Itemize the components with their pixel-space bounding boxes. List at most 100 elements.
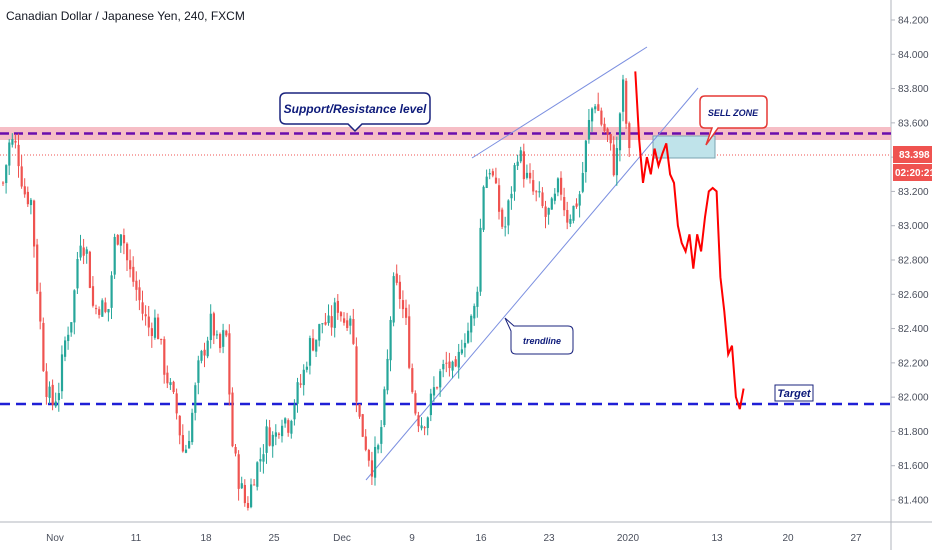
- target-callout[interactable]: Target: [774, 384, 814, 402]
- candle-body: [290, 420, 293, 434]
- candle-body: [374, 446, 377, 478]
- candle-body: [110, 275, 113, 308]
- candle-body: [535, 191, 538, 193]
- candle-body: [203, 349, 206, 356]
- candle-body: [231, 392, 234, 447]
- candle-body: [45, 371, 48, 397]
- candle-body: [42, 322, 45, 371]
- candle-body: [628, 123, 631, 149]
- candle-body: [504, 226, 507, 228]
- candle-body: [333, 302, 336, 328]
- candle-body: [305, 366, 308, 370]
- candle-body: [532, 180, 535, 192]
- candle-body: [541, 192, 544, 207]
- candle-body: [184, 449, 188, 453]
- candle-body: [560, 177, 563, 195]
- trendline-lower[interactable]: [365, 87, 699, 481]
- candle-body: [457, 351, 460, 368]
- candle-body: [262, 454, 265, 462]
- candle-body: [349, 318, 352, 326]
- candle-body: [519, 150, 522, 162]
- candle-body: [299, 383, 302, 385]
- candle-body: [144, 314, 147, 317]
- candle-body: [219, 334, 222, 349]
- candle-body: [584, 140, 587, 173]
- candle-body: [392, 276, 395, 323]
- candle-body: [507, 200, 510, 226]
- candle-body: [494, 177, 498, 184]
- candle-body: [383, 389, 386, 426]
- candle-body: [454, 359, 457, 367]
- candle-body: [107, 309, 110, 313]
- price-tick-label: 82.000: [898, 393, 929, 404]
- candle-body: [618, 113, 622, 151]
- candle-body: [591, 108, 594, 122]
- candle-body: [222, 330, 225, 347]
- candle-body: [135, 280, 138, 290]
- candle-body: [361, 414, 364, 437]
- candle-body: [398, 281, 401, 300]
- sell-zone-box[interactable]: [652, 135, 716, 159]
- candle-body: [51, 384, 54, 405]
- candle-body: [67, 334, 70, 341]
- candle-body: [157, 317, 160, 340]
- candle-body: [436, 387, 439, 389]
- candle-body: [622, 79, 625, 112]
- price-tick-label: 81.400: [898, 496, 929, 507]
- candle-body: [401, 300, 405, 310]
- candle-body: [8, 142, 11, 166]
- candle-body: [426, 417, 429, 429]
- candle-body: [197, 360, 200, 383]
- time-tick-label: Nov: [46, 533, 64, 544]
- candle-body: [23, 186, 26, 195]
- time-tick-label: 23: [543, 533, 555, 544]
- candle-body: [169, 382, 172, 385]
- candle-body: [175, 393, 178, 414]
- trendline-callout[interactable]: trendline: [504, 317, 574, 355]
- candle-body: [367, 450, 370, 461]
- candle-body: [88, 251, 91, 288]
- candle-body: [147, 316, 150, 328]
- candle-body: [491, 171, 494, 176]
- candle-body: [308, 338, 312, 366]
- candle-body: [386, 358, 389, 391]
- trendline-upper[interactable]: [471, 46, 648, 159]
- candle-body: [587, 119, 591, 140]
- candle-body: [277, 433, 281, 435]
- candle-body: [463, 342, 467, 348]
- sell-zone-callout[interactable]: SELL ZONE: [699, 95, 768, 146]
- candle-body: [194, 385, 197, 413]
- candle-body: [2, 182, 5, 184]
- candle-body: [346, 320, 349, 329]
- candle-body: [327, 315, 330, 324]
- last-price-tag: 83.398: [893, 146, 932, 163]
- candle-body: [563, 197, 566, 211]
- candle-body: [411, 368, 414, 392]
- candle-body: [600, 110, 603, 125]
- candle-body: [352, 319, 355, 344]
- candle-body: [79, 245, 82, 258]
- candle-body: [355, 346, 358, 402]
- price-scale[interactable]: 84.20084.00083.80083.60083.40083.20083.0…: [891, 16, 929, 507]
- support-resistance-callout[interactable]: Support/Resistance level: [279, 92, 431, 133]
- projected-price-path: [634, 71, 745, 410]
- candle-body: [11, 139, 14, 145]
- price-tick-label: 84.000: [898, 50, 929, 61]
- candle-body: [544, 206, 547, 217]
- candle-body: [482, 186, 485, 230]
- candle-body: [479, 227, 482, 292]
- candle-body: [268, 427, 271, 446]
- time-tick-label: 11: [131, 533, 142, 544]
- time-scale[interactable]: Nov 11 18 25 Dec 9 16 23 2020 13 20 27: [46, 533, 862, 544]
- sell-zone-label: SELL ZONE: [708, 108, 759, 118]
- candle-body: [603, 123, 606, 131]
- candle-body: [39, 291, 42, 322]
- candle-body: [343, 318, 346, 323]
- candle-body: [615, 148, 618, 176]
- target-label: Target: [777, 388, 812, 400]
- countdown-tag: 02:20:21: [893, 164, 932, 181]
- price-tick-label: 83.000: [898, 221, 929, 232]
- price-tick-label: 82.200: [898, 358, 929, 369]
- candle-body: [166, 372, 169, 384]
